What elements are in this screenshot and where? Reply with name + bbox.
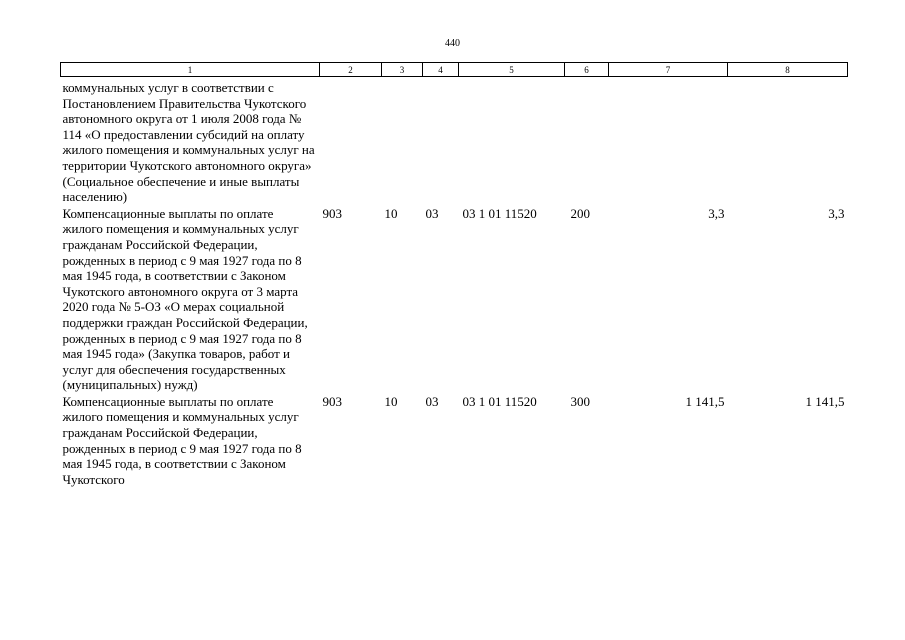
header-col-6: 6 xyxy=(564,62,609,77)
header-col-7: 7 xyxy=(608,62,728,77)
row-name: Компенсационные выплаты по оплате жилого… xyxy=(62,393,302,487)
row-expense-type xyxy=(565,77,609,205)
row-amount-1: 3,3 xyxy=(708,205,725,221)
header-col-3: 3 xyxy=(381,62,423,77)
row-grbs: 903 xyxy=(322,205,343,221)
row-amount-2: 3,3 xyxy=(828,205,845,221)
table-row: Компенсационные выплаты по оплате жилого… xyxy=(61,393,848,488)
row-amount-2: 1 141,5 xyxy=(805,393,845,409)
header-col-2: 2 xyxy=(319,62,382,77)
table-row: коммунальных услуг в соответствии с Пост… xyxy=(61,77,848,205)
row-section: 10 xyxy=(384,205,398,221)
table-row: Компенсационные выплаты по оплате жилого… xyxy=(61,205,848,393)
row-expense-type: 200 xyxy=(570,205,591,221)
header-col-5: 5 xyxy=(458,62,565,77)
row-amount-2 xyxy=(728,77,848,205)
row-grbs xyxy=(320,77,382,205)
row-name: коммунальных услуг в соответствии с Пост… xyxy=(62,80,315,205)
row-section xyxy=(382,77,423,205)
row-name: Компенсационные выплаты по оплате жилого… xyxy=(62,205,308,393)
row-subsection xyxy=(423,77,459,205)
header-col-1: 1 xyxy=(60,62,320,77)
row-amount-1: 1 141,5 xyxy=(685,393,725,409)
header-col-4: 4 xyxy=(422,62,459,77)
row-target-article: 03 1 01 11520 xyxy=(462,393,537,409)
row-subsection: 03 xyxy=(425,393,439,409)
row-target-article: 03 1 01 11520 xyxy=(462,205,537,221)
row-target-article xyxy=(459,77,565,205)
page-number: 440 xyxy=(445,38,460,49)
row-expense-type: 300 xyxy=(570,393,591,409)
row-grbs: 903 xyxy=(322,393,343,409)
header-col-8: 8 xyxy=(727,62,848,77)
table-header-row: 1 2 3 4 5 6 7 8 xyxy=(60,62,848,77)
budget-table: 1 2 3 4 5 6 7 8 коммунальных услуг в соо… xyxy=(60,62,848,487)
row-amount-1 xyxy=(609,77,728,205)
row-section: 10 xyxy=(384,393,398,409)
row-subsection: 03 xyxy=(425,205,439,221)
